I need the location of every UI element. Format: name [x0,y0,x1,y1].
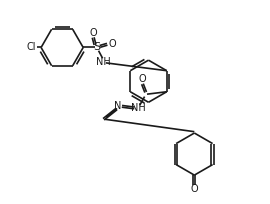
Text: S: S [94,42,101,52]
Text: NH: NH [96,57,110,67]
Text: O: O [108,39,116,49]
Text: Cl: Cl [26,42,36,52]
Text: NH: NH [131,103,146,113]
Text: O: O [191,184,198,194]
Text: O: O [139,74,146,84]
Text: O: O [89,28,97,38]
Text: N: N [114,101,122,111]
